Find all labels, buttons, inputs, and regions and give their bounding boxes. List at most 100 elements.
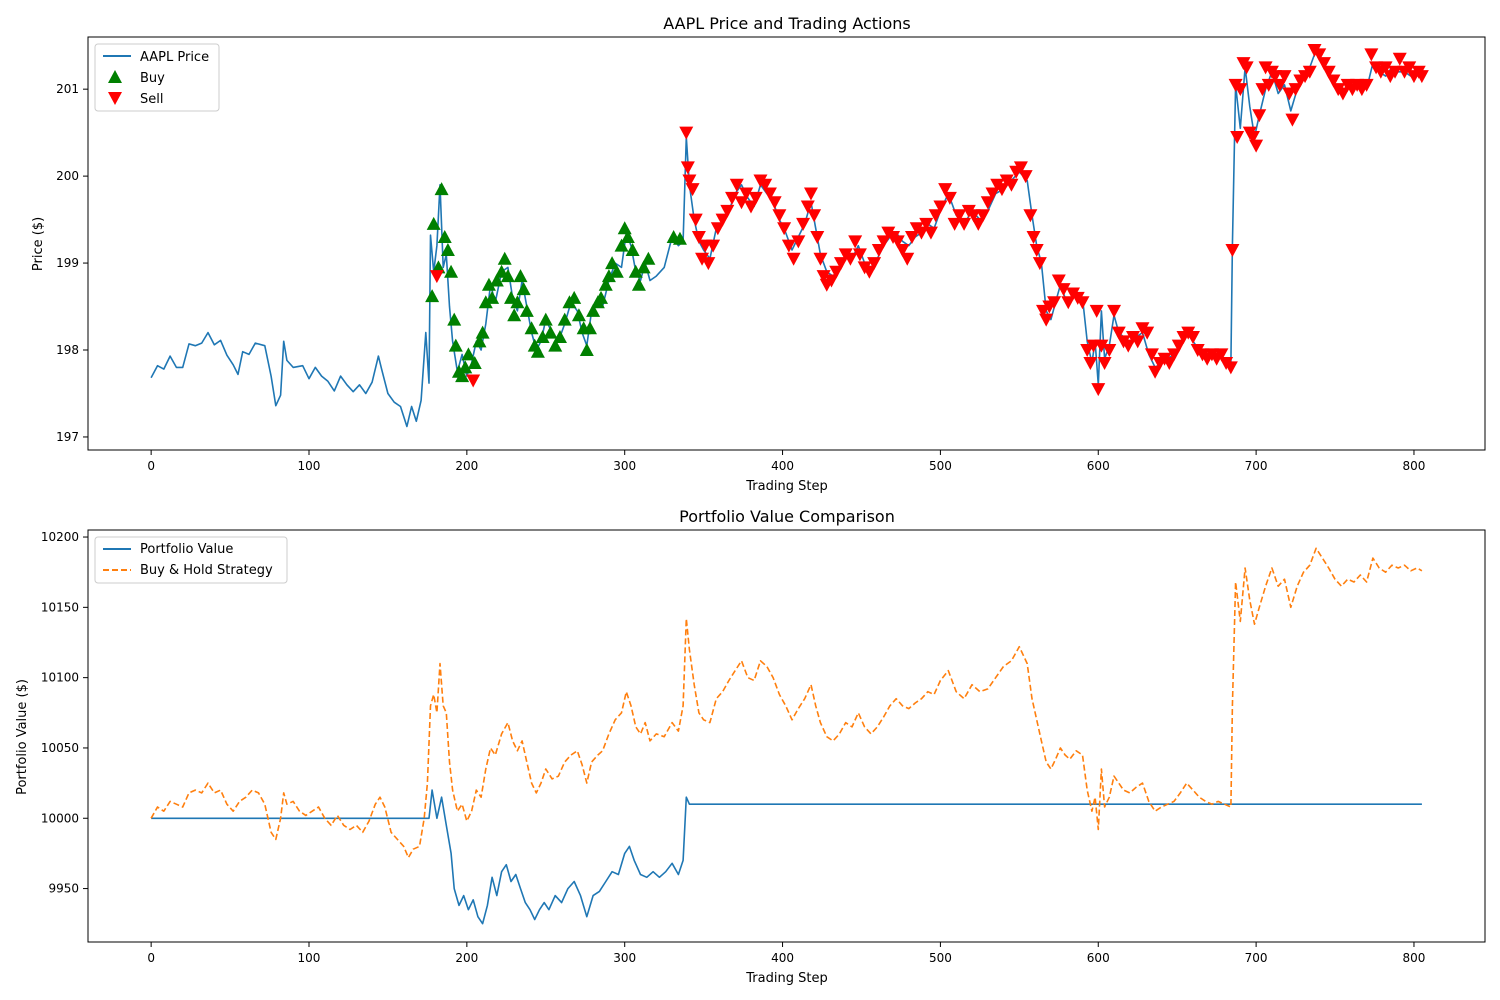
marker-sell [1094, 339, 1109, 353]
marker-sell [942, 191, 957, 205]
marker-sell [734, 196, 749, 210]
marker-buy [543, 325, 558, 339]
marker-sell [1335, 87, 1350, 101]
marker-sell [813, 252, 828, 266]
marker-sell [1378, 61, 1393, 75]
legend-label-portfolio-value: Portfolio Value [140, 542, 233, 557]
marker-sell [1316, 57, 1331, 71]
marker-sell [1051, 274, 1066, 288]
marker-sell [966, 209, 981, 223]
marker-sell [1102, 344, 1117, 358]
price-chart-title: AAPL Price and Trading Actions [663, 14, 911, 33]
marker-sell [1107, 304, 1122, 318]
price-legend-box [94, 43, 220, 112]
marker-buy [617, 221, 632, 235]
marker-sell [928, 209, 943, 223]
marker-sell [957, 217, 972, 231]
y-tick-label: 10100 [41, 671, 79, 685]
marker-buy [538, 312, 553, 326]
marker-buy [434, 182, 449, 196]
marker-buy [614, 238, 629, 252]
marker-sell [938, 183, 953, 197]
marker-buy [425, 289, 440, 303]
series-line-portfolio-value [151, 789, 1422, 925]
marker-buy [447, 312, 462, 326]
y-tick-label: 199 [56, 256, 79, 270]
x-tick-label: 200 [455, 951, 478, 965]
marker-sell [720, 204, 735, 218]
x-tick-label: 800 [1403, 459, 1426, 473]
marker-sell [691, 230, 706, 244]
marker-sell [1047, 296, 1062, 310]
x-tick-label: 0 [147, 459, 155, 473]
marker-buy [636, 260, 651, 274]
marker-sell [1359, 78, 1374, 92]
marker-sell [800, 200, 815, 214]
marker-sell [919, 217, 934, 231]
price-chart-ylabel: Price ($) [31, 217, 46, 271]
marker-buy [641, 251, 656, 265]
marker-sell [1089, 304, 1104, 318]
marker-buy [535, 329, 550, 343]
axes-frame [87, 36, 1486, 451]
marker-sell [1261, 78, 1276, 92]
marker-sell [914, 226, 929, 240]
marker-sell [725, 191, 740, 205]
marker-sell [843, 252, 858, 266]
marker-buy [485, 290, 500, 304]
marker-sell [1277, 70, 1292, 84]
y-tick-label: 197 [56, 430, 79, 444]
marker-sell [1249, 139, 1264, 153]
marker-sell [876, 235, 891, 249]
price-chart-xlabel: Trading Step [745, 479, 827, 494]
marker-sell [1233, 83, 1248, 97]
marker-buy [672, 231, 687, 245]
marker-buy [461, 347, 476, 361]
marker-sell [933, 200, 948, 214]
marker-buy [478, 295, 493, 309]
marker-buy [552, 329, 567, 343]
y-tick-label: 10150 [41, 600, 79, 614]
marker-buy [571, 308, 586, 322]
marker-sell [871, 244, 886, 258]
marker-sell [1326, 74, 1341, 88]
marker-sell [1039, 313, 1054, 327]
marker-sell [688, 213, 703, 227]
y-tick-label: 201 [56, 82, 79, 96]
x-tick-label: 500 [929, 951, 952, 965]
y-tick-label: 9950 [48, 882, 79, 896]
marker-sell [791, 235, 806, 249]
marker-sell [994, 183, 1009, 197]
marker-sell [710, 222, 725, 236]
marker-sell [1075, 296, 1090, 310]
marker-sell [1083, 357, 1098, 371]
marker-sell [803, 187, 818, 201]
marker-sell [976, 209, 991, 223]
x-tick-label: 600 [1087, 459, 1110, 473]
marker-sell [1023, 209, 1038, 223]
marker-buy [458, 360, 473, 374]
marker-sell [1312, 48, 1327, 62]
marker-sell [695, 252, 710, 266]
marker-sell [1171, 339, 1186, 353]
marker-buy [530, 344, 545, 358]
portfolio-chart-xlabel: Trading Step [745, 971, 827, 986]
marker-sell [1230, 130, 1245, 144]
marker-buy [481, 277, 496, 291]
x-tick-label: 300 [613, 951, 636, 965]
marker-sell [1018, 170, 1033, 184]
marker-sell [758, 178, 773, 192]
marker-sell [429, 270, 444, 284]
marker-sell [848, 235, 863, 249]
x-tick-label: 700 [1245, 951, 1268, 965]
marker-buy [448, 338, 463, 352]
marker-sell [895, 244, 910, 258]
marker-sell [862, 265, 877, 279]
marker-sell [1111, 326, 1126, 340]
marker-sell [715, 213, 730, 227]
marker-buy [475, 325, 490, 339]
x-tick-label: 100 [298, 951, 321, 965]
marker-sell [923, 226, 938, 240]
marker-buy [440, 243, 455, 257]
